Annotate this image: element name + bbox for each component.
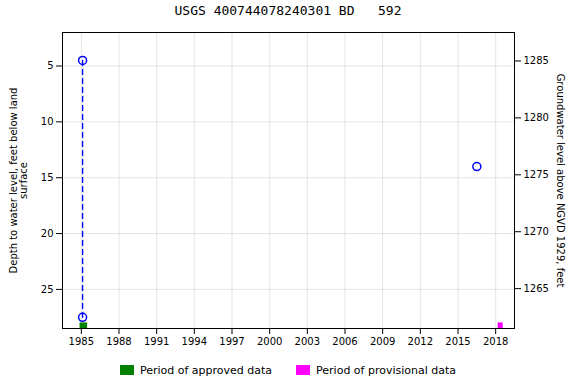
svg-text:2018: 2018 (483, 336, 508, 347)
svg-text:1994: 1994 (182, 336, 207, 347)
svg-text:1985: 1985 (69, 336, 94, 347)
html-text:USGS 400744078240301 BD 592: USGS 400744078240301 BD 592 (174, 3, 402, 18)
svg-text:1275: 1275 (524, 169, 549, 180)
svg-text:2009: 2009 (370, 336, 395, 347)
svg-text:1988: 1988 (106, 336, 131, 347)
html-text:Period of provisional data: Period of provisional data (316, 363, 457, 377)
svg-text:2012: 2012 (408, 336, 433, 347)
svg-text:25: 25 (41, 284, 54, 295)
svg-text:10: 10 (41, 116, 54, 127)
svg-text:2003: 2003 (295, 336, 320, 347)
svg-text:15: 15 (41, 172, 54, 183)
svg-text:1991: 1991 (144, 336, 169, 347)
svg-text:2006: 2006 (332, 336, 357, 347)
svg-text:1265: 1265 (524, 283, 549, 294)
svg-text:1997: 1997 (219, 336, 244, 347)
svg-text:5: 5 (47, 60, 53, 71)
svg-text:1270: 1270 (524, 226, 549, 237)
svg-text:Groundwater level above NGVD 1: Groundwater level above NGVD 1929, feet (555, 74, 566, 288)
svg-text:2015: 2015 (445, 336, 470, 347)
html-text:Period of approved data: Period of approved data (139, 363, 273, 377)
svg-text:Depth to water level, feet bel: Depth to water level, feet below landsur… (8, 88, 29, 274)
svg-text:1285: 1285 (524, 55, 549, 66)
svg-text:2000: 2000 (257, 336, 282, 347)
svg-text:20: 20 (41, 228, 54, 239)
svg-text:1280: 1280 (524, 112, 549, 123)
